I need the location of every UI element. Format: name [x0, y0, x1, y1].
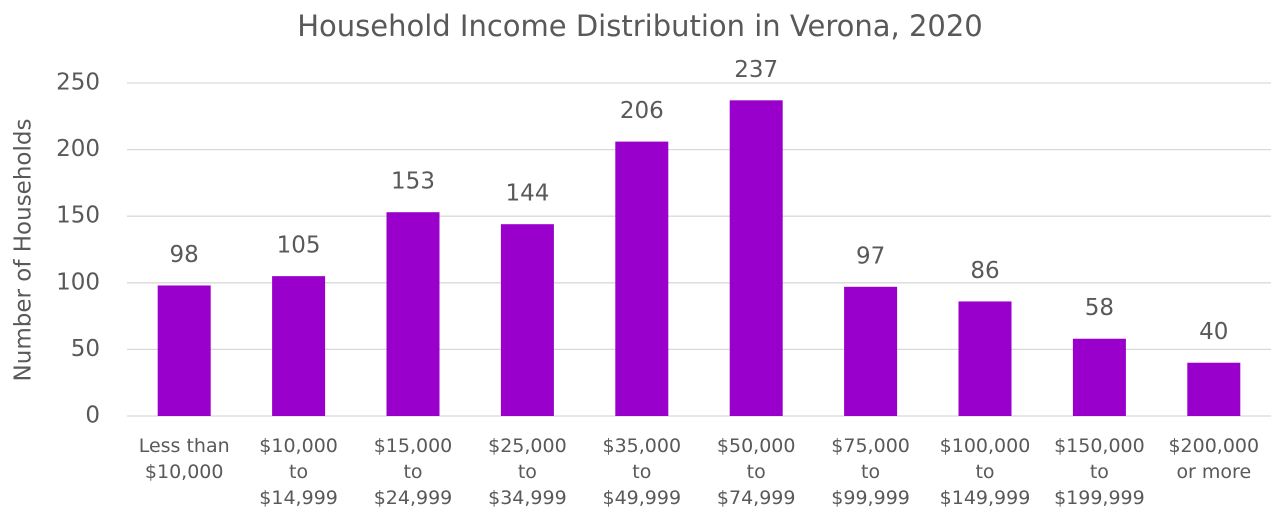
- x-tick-label-line: $24,999: [374, 487, 453, 509]
- x-tick-label-line: $200,000: [1168, 435, 1259, 457]
- x-tick-label-line: to: [518, 461, 537, 483]
- data-label: 153: [391, 169, 435, 195]
- x-tick-label-line: $34,999: [488, 487, 567, 509]
- data-label: 58: [1085, 295, 1114, 321]
- x-tick-label: $200,000 or more: [1168, 435, 1259, 483]
- x-tick-label-line: or more: [1176, 461, 1251, 483]
- data-label: 40: [1199, 319, 1228, 345]
- y-axis-label: Number of Households: [11, 119, 37, 382]
- x-tick-label-line: to: [861, 461, 880, 483]
- x-tick-label-line: $74,999: [717, 487, 796, 509]
- x-tick-label-line: to: [975, 461, 994, 483]
- data-label: 86: [970, 258, 999, 284]
- x-tick-label-line: $10,000: [145, 461, 224, 483]
- bar: [386, 212, 440, 416]
- x-tick-label-line: $199,999: [1054, 487, 1145, 509]
- x-tick-label-line: $149,999: [940, 487, 1031, 509]
- y-tick-label: 100: [56, 269, 100, 295]
- x-tick-label-line: $10,000: [259, 435, 338, 457]
- x-tick-label-line: $100,000: [940, 435, 1031, 457]
- x-tick-label: $10,000 to $14,999: [259, 435, 338, 509]
- data-label: 237: [734, 57, 778, 83]
- x-tick-label-line: $15,000: [374, 435, 453, 457]
- x-tick-label: $35,000 to $49,999: [603, 435, 682, 509]
- x-tick-label: $50,000 to $74,999: [717, 435, 796, 509]
- data-label: 144: [505, 181, 549, 207]
- x-tick-label-line: $14,999: [259, 487, 338, 509]
- x-tick-label-line: to: [403, 461, 422, 483]
- x-tick-label-line: $50,000: [717, 435, 796, 457]
- bar: [615, 141, 669, 416]
- x-tick-label-line: $35,000: [603, 435, 682, 457]
- chart-title: Household Income Distribution in Verona,…: [297, 9, 983, 43]
- x-tick-label-line: Less than: [139, 435, 230, 457]
- bar: [729, 100, 783, 416]
- x-tick-label-line: to: [632, 461, 651, 483]
- y-tick-label: 50: [71, 336, 100, 362]
- y-tick-label: 200: [56, 136, 100, 162]
- x-tick-label-line: $150,000: [1054, 435, 1145, 457]
- data-label: 206: [620, 98, 664, 124]
- x-tick-label: $150,000 to $199,999: [1054, 435, 1145, 509]
- x-tick-label: $25,000 to $34,999: [488, 435, 567, 509]
- x-tick-label-line: $49,999: [603, 487, 682, 509]
- data-label: 97: [856, 243, 885, 269]
- bar: [157, 285, 211, 416]
- bar: [1187, 362, 1241, 416]
- data-label: 98: [170, 242, 199, 268]
- bar: [844, 286, 898, 416]
- bar: [272, 276, 326, 416]
- x-tick-label: Less than $10,000: [139, 435, 230, 483]
- x-tick-label: $100,000 to $149,999: [940, 435, 1031, 509]
- x-tick-label-line: to: [1090, 461, 1109, 483]
- x-tick-label-line: to: [747, 461, 766, 483]
- x-tick-label-line: $25,000: [488, 435, 567, 457]
- y-tick-label: 250: [56, 70, 100, 96]
- y-tick-label: 150: [56, 203, 100, 229]
- x-tick-label-line: to: [289, 461, 308, 483]
- bar: [500, 224, 554, 416]
- bar: [1072, 338, 1126, 416]
- y-tick-label: 0: [85, 403, 100, 429]
- bar: [958, 301, 1012, 416]
- x-tick-label: $75,000 to $99,999: [831, 435, 910, 509]
- x-tick-label-line: $99,999: [831, 487, 910, 509]
- x-tick-label-line: $75,000: [831, 435, 910, 457]
- data-label: 105: [277, 233, 321, 259]
- x-tick-label: $15,000 to $24,999: [374, 435, 453, 509]
